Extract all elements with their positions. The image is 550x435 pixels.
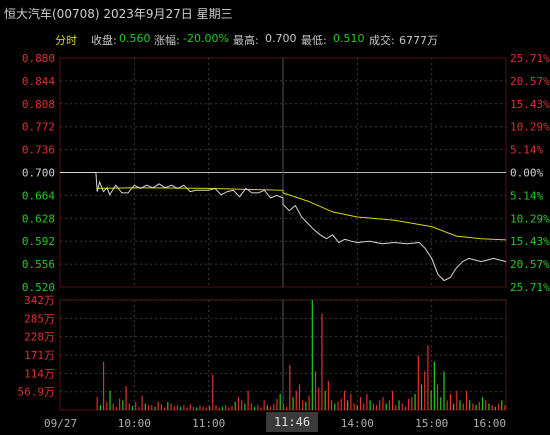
percent-tick-label: 5.14%: [510, 189, 543, 202]
high-label: 最高:: [233, 34, 259, 47]
chart-title: 恒大汽车(00708) 2023年9月27日 星期三: [4, 7, 233, 21]
x-tick-label: 14:00: [341, 417, 374, 430]
average-price-line: [97, 187, 507, 241]
percent-tick-label: 5.14%: [510, 144, 543, 157]
volume-tick-label: 114万: [24, 367, 55, 380]
price-tick-label: 0.628: [22, 212, 55, 225]
volume-value: 6777万: [399, 34, 438, 47]
percent-tick-label: 20.57%: [510, 75, 550, 88]
price-line: [60, 172, 507, 282]
percent-tick-label: 15.43%: [510, 235, 550, 248]
percent-tick-label: 0.00%: [510, 167, 543, 180]
percent-tick-label: 15.43%: [510, 98, 550, 111]
price-tick-label: 0.520: [22, 281, 55, 294]
x-tick-label: 11:00: [192, 417, 225, 430]
price-tick-label: 0.772: [22, 121, 55, 134]
quote-info-bar: 分时 收盘: 0.560 涨幅: -20.00% 最高: 0.700 最低: 0…: [0, 29, 550, 49]
price-tick-label: 0.844: [22, 75, 55, 88]
x-tick-label: 09/27: [44, 417, 77, 430]
close-label: 收盘:: [91, 34, 117, 47]
percent-tick-label: 20.57%: [510, 258, 550, 271]
change-label: 涨幅:: [154, 34, 180, 47]
price-tick-label: 0.736: [22, 144, 55, 157]
percent-tick-label: 10.29%: [510, 121, 550, 134]
price-tick-label: 0.880: [22, 52, 55, 65]
volume-tick-label: 171万: [24, 349, 55, 362]
volume-tick-label: 285万: [24, 312, 55, 325]
low-value: 0.510: [333, 32, 365, 45]
volume-tick-label: 56.9万: [18, 386, 56, 399]
volume-tick-label: 228万: [24, 331, 55, 344]
x-tick-label: 10:00: [118, 417, 151, 430]
high-value: 0.700: [265, 32, 297, 45]
volume-tick-label: 342万: [24, 294, 55, 307]
price-tick-label: 0.808: [22, 98, 55, 111]
volume-label: 成交:: [369, 34, 395, 47]
time-cursor-label: 11:46: [266, 412, 318, 432]
change-value: -20.00%: [183, 32, 229, 45]
percent-tick-label: 25.71%: [510, 52, 550, 65]
x-tick-label: 16:00: [473, 417, 506, 430]
percent-tick-label: 10.29%: [510, 212, 550, 225]
price-tick-label: 0.700: [22, 167, 55, 180]
price-tick-label: 0.592: [22, 235, 55, 248]
close-value: 0.560: [119, 32, 151, 45]
price-tick-label: 0.556: [22, 258, 55, 271]
percent-tick-label: 25.71%: [510, 281, 550, 294]
title-bar: 恒大汽车(00708) 2023年9月27日 星期三: [0, 0, 550, 26]
low-label: 最低:: [301, 34, 327, 47]
x-tick-label: 15:00: [415, 417, 448, 430]
price-tick-label: 0.664: [22, 189, 55, 202]
mode-label[interactable]: 分时: [55, 34, 77, 47]
